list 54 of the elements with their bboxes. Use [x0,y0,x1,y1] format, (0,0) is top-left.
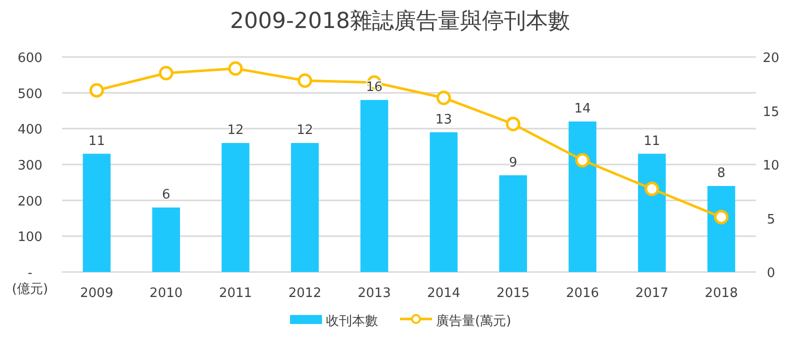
data-label: 9 [508,155,518,170]
point [714,210,729,224]
bar [568,122,596,272]
legend-label: 收刊本數 [326,314,378,329]
y-tick-label: 600 [18,51,42,66]
legend-label: 廣告量(萬元) [436,314,512,329]
x-tick-label: 2016 [566,286,600,301]
bar [430,132,458,272]
y2-tick-label: 10 [762,158,780,174]
point [506,116,520,132]
bar [291,143,319,272]
y2-tick-label: 0 [766,266,776,281]
data-label: 8 [717,166,726,181]
bar [707,186,736,272]
bar [499,175,527,272]
x-tick-label: 2015 [496,286,530,301]
data-label: 6 [162,188,170,202]
chart-title: 2009-2018雜誌廣告量與停刊本數 [230,9,570,34]
y2-tick-label: 5 [766,212,776,228]
x-tick-label: 2010 [150,286,183,301]
bar [638,154,666,272]
data-label: 12 [227,123,244,138]
x-tick-label: 2014 [427,286,460,301]
x-tick-label: 2009 [80,286,114,301]
y-tick-label: 200 [18,194,42,210]
y-axis-title: (億元) [12,282,48,297]
y-tick-label: 100 [18,230,42,246]
point [644,182,660,196]
y2-tick-label: 20 [762,51,780,66]
bar [82,154,111,272]
data-label: 14 [574,102,591,116]
x-tick-label: 2011 [218,286,252,301]
point [436,90,451,106]
y2-tick-label: 15 [762,104,780,120]
data-label: 11 [88,134,105,149]
y-tick-label: 300 [18,158,42,174]
point [298,73,312,88]
x-tick-label: 2013 [358,286,391,301]
point [158,66,174,80]
x-tick-label: 2017 [635,286,668,301]
bar [222,143,250,272]
point [89,83,104,98]
bar [360,100,388,272]
x-tick-label: 2012 [288,286,322,301]
data-label: 12 [296,123,314,138]
bar [152,208,180,272]
data-label: 13 [435,112,452,128]
x-tick-label: 2018 [704,286,738,301]
point [575,152,590,168]
data-label: 11 [644,134,660,149]
y-tick-label: - [28,266,33,281]
point [228,61,243,76]
y-tick-label: 500 [18,86,42,102]
y-tick-label: 400 [18,122,42,138]
